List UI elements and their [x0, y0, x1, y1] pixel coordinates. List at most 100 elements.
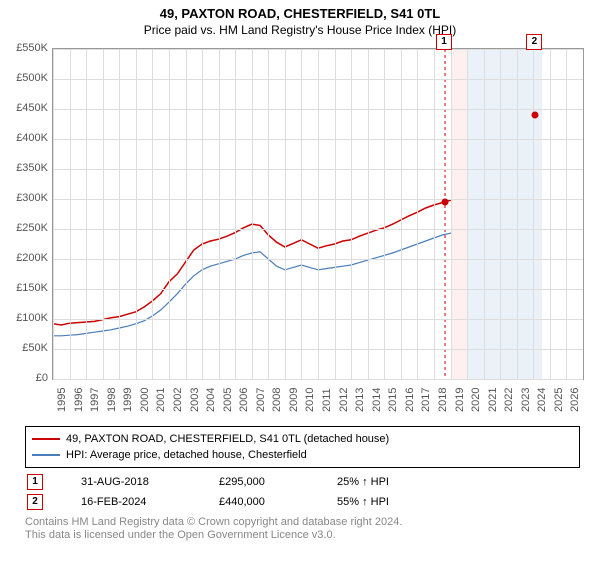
gridline	[202, 49, 203, 379]
chart-container: 49, PAXTON ROAD, CHESTERFIELD, S41 0TL P…	[0, 6, 600, 566]
sale-row: 1 31-AUG-2018 £295,000 25% ↑ HPI	[27, 474, 580, 490]
footer: 49, PAXTON ROAD, CHESTERFIELD, S41 0TL (…	[25, 426, 580, 542]
legend-item: HPI: Average price, detached house, Ches…	[32, 447, 573, 463]
gridline	[301, 49, 302, 379]
chart-subtitle: Price paid vs. HM Land Registry's House …	[0, 23, 600, 37]
y-axis-label: £500K	[4, 72, 48, 84]
sale-price: £295,000	[219, 476, 299, 488]
x-axis-label: 2017	[420, 388, 432, 412]
gridline	[86, 49, 87, 379]
x-axis-label: 2001	[155, 388, 167, 412]
y-axis-label: £250K	[4, 222, 48, 234]
x-axis-label: 2020	[470, 388, 482, 412]
legend-label: HPI: Average price, detached house, Ches…	[66, 447, 307, 463]
gridline	[401, 49, 402, 379]
sale-marker-dot	[442, 199, 449, 206]
gridline	[368, 49, 369, 379]
shaded-band	[467, 49, 542, 379]
gridline	[451, 49, 452, 379]
y-axis-label: £400K	[4, 132, 48, 144]
legend-item: 49, PAXTON ROAD, CHESTERFIELD, S41 0TL (…	[32, 431, 573, 447]
y-axis-label: £0	[4, 372, 48, 384]
sale-marker-label: 2	[526, 34, 542, 50]
gridline	[285, 49, 286, 379]
x-axis-label: 2014	[371, 388, 383, 412]
x-axis-label: 2022	[503, 388, 515, 412]
gridline	[53, 49, 54, 379]
gridline	[484, 49, 485, 379]
x-axis-label: 2011	[321, 388, 333, 412]
sale-marker-label: 1	[436, 34, 452, 50]
x-axis-label: 1997	[89, 388, 101, 412]
y-axis-label: £450K	[4, 102, 48, 114]
sale-date: 16-FEB-2024	[81, 496, 181, 508]
x-axis-label: 2015	[387, 388, 399, 412]
license-text: Contains HM Land Registry data © Crown c…	[25, 516, 580, 542]
gridline	[152, 49, 153, 379]
x-axis-label: 2002	[172, 388, 184, 412]
gridline	[500, 49, 501, 379]
x-axis-label: 2003	[189, 388, 201, 412]
x-axis-label: 2019	[454, 388, 466, 412]
x-axis-label: 2021	[487, 388, 499, 412]
x-axis-label: 2009	[288, 388, 300, 412]
sale-row: 2 16-FEB-2024 £440,000 55% ↑ HPI	[27, 494, 580, 510]
legend-label: 49, PAXTON ROAD, CHESTERFIELD, S41 0TL (…	[66, 431, 389, 447]
chart-title: 49, PAXTON ROAD, CHESTERFIELD, S41 0TL	[0, 6, 600, 21]
gridline	[566, 49, 567, 379]
gridline	[517, 49, 518, 379]
gridline	[186, 49, 187, 379]
x-axis-label: 2023	[520, 388, 532, 412]
sale-number-box: 2	[27, 494, 43, 510]
license-line: This data is licensed under the Open Gov…	[25, 529, 580, 542]
x-axis-label: 2013	[354, 388, 366, 412]
sale-price: £440,000	[219, 496, 299, 508]
x-axis-label: 2024	[536, 388, 548, 412]
y-axis-label: £350K	[4, 162, 48, 174]
gridline	[219, 49, 220, 379]
x-axis-label: 2018	[437, 388, 449, 412]
x-axis-label: 2016	[404, 388, 416, 412]
x-axis-label: 2025	[553, 388, 565, 412]
gridline	[351, 49, 352, 379]
x-axis-label: 2007	[255, 388, 267, 412]
x-axis-label: 1999	[122, 388, 134, 412]
gridline	[467, 49, 468, 379]
x-axis-label: 2012	[338, 388, 350, 412]
x-axis-label: 2004	[205, 388, 217, 412]
x-axis-label: 2006	[238, 388, 250, 412]
gridline	[533, 49, 534, 379]
sale-delta: 25% ↑ HPI	[337, 476, 389, 488]
gridline	[417, 49, 418, 379]
x-axis-label: 1996	[73, 388, 85, 412]
gridline	[119, 49, 120, 379]
y-axis-label: £200K	[4, 252, 48, 264]
y-axis-label: £550K	[4, 42, 48, 54]
gridline	[335, 49, 336, 379]
x-axis-label: 2026	[569, 388, 581, 412]
sale-marker-dot	[532, 112, 539, 119]
license-line: Contains HM Land Registry data © Crown c…	[25, 516, 580, 529]
gridline	[136, 49, 137, 379]
sale-number-box: 1	[27, 474, 43, 490]
x-axis-label: 2000	[139, 388, 151, 412]
y-axis-label: £150K	[4, 282, 48, 294]
gridline	[384, 49, 385, 379]
sale-date: 31-AUG-2018	[81, 476, 181, 488]
x-axis-label: 2010	[304, 388, 316, 412]
gridline	[70, 49, 71, 379]
sale-delta: 55% ↑ HPI	[337, 496, 389, 508]
gridline	[318, 49, 319, 379]
x-axis-label: 1995	[56, 388, 68, 412]
x-axis-label: 1998	[106, 388, 118, 412]
gridline	[434, 49, 435, 379]
gridline	[169, 49, 170, 379]
legend-swatch	[32, 454, 60, 456]
legend-swatch	[32, 438, 60, 440]
y-axis-label: £300K	[4, 192, 48, 204]
gridline	[53, 379, 583, 380]
x-axis-label: 2008	[271, 388, 283, 412]
y-axis-label: £100K	[4, 312, 48, 324]
gridline	[268, 49, 269, 379]
plot-area	[52, 48, 584, 380]
